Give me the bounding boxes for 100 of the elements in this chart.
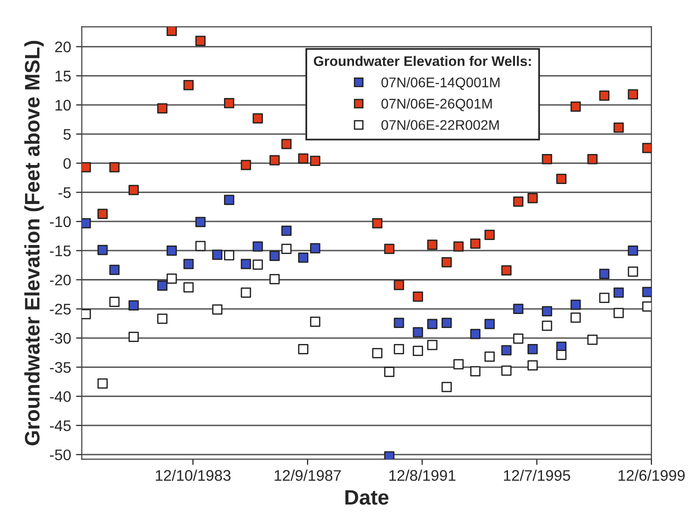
- point: [166, 273, 177, 284]
- point: [310, 243, 320, 254]
- point: [212, 250, 222, 260]
- point: [442, 382, 452, 392]
- y-tick-label: -50: [50, 449, 71, 460]
- point: [224, 98, 234, 108]
- point: [224, 194, 234, 206]
- point: [252, 259, 263, 270]
- point: [128, 332, 139, 342]
- point: [501, 366, 512, 376]
- y-tick-label: -10: [50, 216, 71, 228]
- point: [599, 90, 610, 101]
- point: [281, 138, 292, 150]
- point: [470, 238, 480, 249]
- point: [195, 240, 206, 252]
- legend-label: 07N/06E-22R002M: [381, 120, 499, 130]
- point: [642, 286, 652, 298]
- y-tick-label: 0: [63, 158, 71, 169]
- point: [384, 244, 394, 254]
- point: [599, 268, 610, 280]
- point: [82, 162, 91, 172]
- point: [195, 36, 206, 46]
- legend-label: 07N/06E-14Q001M: [381, 77, 500, 90]
- point: [628, 266, 638, 277]
- point: [269, 155, 280, 166]
- point: [224, 250, 234, 260]
- point: [453, 241, 464, 252]
- y-tick-label: -5: [58, 187, 71, 198]
- point: [528, 360, 538, 371]
- point: [556, 174, 566, 184]
- point: [484, 352, 495, 362]
- point: [556, 350, 566, 360]
- point: [453, 359, 464, 370]
- point: [427, 318, 438, 330]
- point: [470, 366, 480, 376]
- point: [513, 196, 524, 207]
- point: [310, 316, 320, 327]
- point: [281, 226, 292, 236]
- y-tick-label: 10: [56, 100, 71, 111]
- point: [298, 153, 308, 164]
- point: [542, 306, 552, 316]
- y-tick-label: -45: [50, 420, 71, 432]
- point: [599, 292, 610, 303]
- point: [513, 304, 524, 314]
- legend-label: 07N/06E-26Q01M: [381, 98, 492, 112]
- point: [470, 328, 480, 340]
- point: [412, 346, 424, 356]
- point: [394, 344, 404, 354]
- y-axis-title: Groundwater Elevation (Feet above MSL): [24, 40, 44, 446]
- point: [269, 250, 280, 261]
- y-tick-label: 5: [63, 129, 71, 140]
- point: [614, 308, 624, 318]
- point: [587, 334, 598, 345]
- point: [166, 26, 177, 36]
- y-tick-label: -30: [50, 332, 71, 344]
- point: [240, 160, 252, 170]
- point: [109, 162, 120, 172]
- point: [614, 287, 624, 298]
- point: [166, 245, 177, 256]
- x-tick-label: 12/8/1991: [389, 470, 456, 481]
- point: [484, 318, 495, 330]
- point: [528, 344, 538, 354]
- point: [157, 103, 168, 114]
- point: [372, 218, 382, 228]
- x-tick-label: 12/6/1999: [618, 470, 685, 481]
- legend-title: Groundwater Elevation for Wells:: [314, 56, 531, 66]
- point: [628, 245, 638, 256]
- point: [157, 314, 168, 324]
- point: [384, 451, 394, 460]
- point: [97, 378, 108, 389]
- point: [412, 327, 424, 338]
- point: [513, 333, 524, 344]
- point: [528, 193, 538, 204]
- x-axis-title: Date: [345, 490, 388, 505]
- point: [240, 287, 252, 298]
- point: [195, 216, 206, 228]
- point: [183, 258, 194, 270]
- point: [157, 280, 168, 291]
- point: [183, 282, 194, 292]
- point: [542, 320, 552, 331]
- point: [501, 345, 512, 356]
- point: [394, 280, 404, 290]
- y-tick-label: -15: [50, 246, 71, 256]
- point: [501, 265, 512, 276]
- y-tick-label: -25: [50, 304, 71, 315]
- point: [642, 301, 652, 312]
- point: [97, 208, 108, 220]
- point: [570, 312, 581, 323]
- x-tick-label: 12/9/1987: [274, 470, 341, 481]
- point: [427, 340, 438, 350]
- x-tick-label: 12/10/1983: [156, 470, 231, 481]
- x-tick-label: 12/7/1995: [504, 470, 570, 481]
- point: [310, 156, 320, 166]
- point: [442, 257, 452, 268]
- point: [587, 154, 598, 164]
- point: [442, 318, 452, 328]
- point: [412, 292, 424, 302]
- point: [384, 366, 394, 377]
- y-tick-label: -35: [50, 362, 71, 373]
- y-tick-label: -20: [50, 274, 71, 286]
